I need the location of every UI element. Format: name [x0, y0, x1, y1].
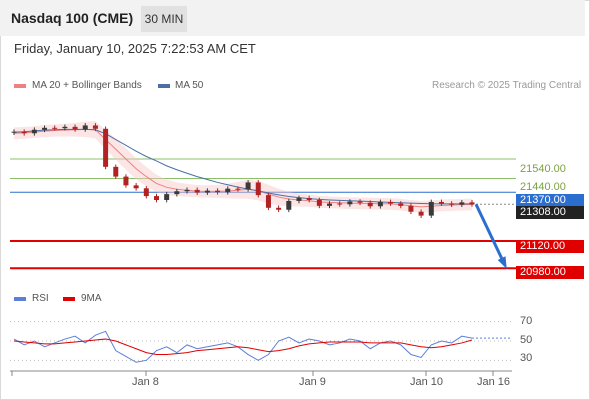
forecast-arrow-head: [497, 256, 507, 269]
price-candle: [316, 200, 322, 206]
price-candle: [194, 189, 200, 193]
price-candle: [52, 127, 58, 129]
price-candle: [204, 190, 210, 193]
ma50-swatch: [158, 84, 170, 88]
legend-rsi: RSI: [14, 293, 49, 304]
level-label-s1: 21120.00: [516, 240, 584, 253]
price-candle: [72, 126, 78, 130]
rsi-label: RSI: [32, 293, 49, 304]
bollinger-swatch: [14, 84, 26, 88]
ma9-swatch: [63, 297, 75, 301]
instrument-title: Nasdaq 100 (CME): [11, 10, 134, 26]
interval-button[interactable]: 30 MIN: [141, 6, 187, 32]
price-candle: [184, 189, 190, 192]
legend-ma50: MA 50: [158, 80, 203, 91]
rsi-9ma-line: [13, 338, 473, 356]
rsi-tick-70: 70: [520, 315, 533, 327]
price-candle: [398, 203, 404, 206]
ma50-line: [13, 128, 472, 205]
x-tick-jan16: Jan 16: [477, 376, 511, 388]
price-candle: [11, 131, 17, 133]
level-label-last: 21308.00: [516, 206, 584, 219]
rsi-tick-30: 30: [520, 352, 533, 364]
price-candle: [418, 211, 424, 216]
price-candle: [296, 198, 302, 201]
legend-9ma: 9MA: [63, 293, 102, 304]
price-candle: [337, 203, 343, 205]
price-candle: [123, 176, 129, 186]
price-candle: [245, 182, 251, 190]
x-tick-jan10: Jan 10: [410, 376, 444, 388]
price-candle: [62, 126, 68, 129]
price-candle: [133, 185, 139, 189]
level-label-r2: 21540.00: [520, 163, 566, 175]
price-candle: [347, 201, 353, 205]
price-candle: [143, 188, 149, 197]
price-candle: [92, 125, 98, 129]
price-candle: [388, 201, 394, 204]
price-candle: [327, 203, 333, 206]
rsi-tick-50: 50: [520, 334, 533, 346]
price-candle: [449, 203, 455, 205]
price-candle: [42, 127, 48, 130]
price-candle: [255, 182, 261, 196]
price-candle: [174, 191, 180, 195]
price-candle: [428, 201, 434, 216]
x-tick-jan8: Jan 8: [132, 376, 159, 388]
rsi-swatch: [14, 297, 26, 301]
price-candle: [235, 188, 241, 190]
price-candle: [82, 125, 88, 130]
legend-bollinger: MA 20 + Bollinger Bands: [14, 80, 142, 91]
price-candle: [103, 128, 109, 167]
chart-datetime: Friday, January 10, 2025 7:22:53 AM CET: [14, 41, 256, 56]
ma9-label: 9MA: [81, 293, 102, 304]
price-candle: [225, 188, 231, 193]
price-candle: [286, 200, 292, 210]
price-candle: [357, 201, 363, 203]
price-candle: [408, 205, 414, 212]
price-candle: [215, 190, 221, 193]
price-candle: [469, 202, 475, 205]
price-candle: [153, 196, 159, 200]
price-candle: [164, 194, 170, 200]
chart-header: Nasdaq 100 (CME) 30 MIN: [0, 0, 585, 36]
price-candle: [113, 166, 119, 177]
credit-text: Research © 2025 Trading Central: [432, 80, 582, 91]
price-candle: [438, 201, 444, 204]
price-candle: [377, 201, 383, 207]
price-candle: [306, 198, 312, 200]
price-candle: [31, 129, 37, 134]
level-label-s2: 20980.00: [516, 266, 584, 279]
price-candle: [265, 195, 271, 208]
price-candle: [276, 207, 282, 210]
ma50-label: MA 50: [175, 80, 204, 91]
price-candle: [21, 131, 27, 134]
level-label-pivot: 21370.00: [516, 194, 584, 207]
bollinger-band: [14, 121, 472, 213]
price-candle: [459, 202, 465, 205]
bollinger-label: MA 20 + Bollinger Bands: [32, 80, 142, 91]
level-label-r1: 21440.00: [520, 181, 566, 193]
price-candle: [367, 202, 373, 207]
x-tick-jan9: Jan 9: [299, 376, 326, 388]
forecast-arrow-shaft: [474, 203, 507, 266]
